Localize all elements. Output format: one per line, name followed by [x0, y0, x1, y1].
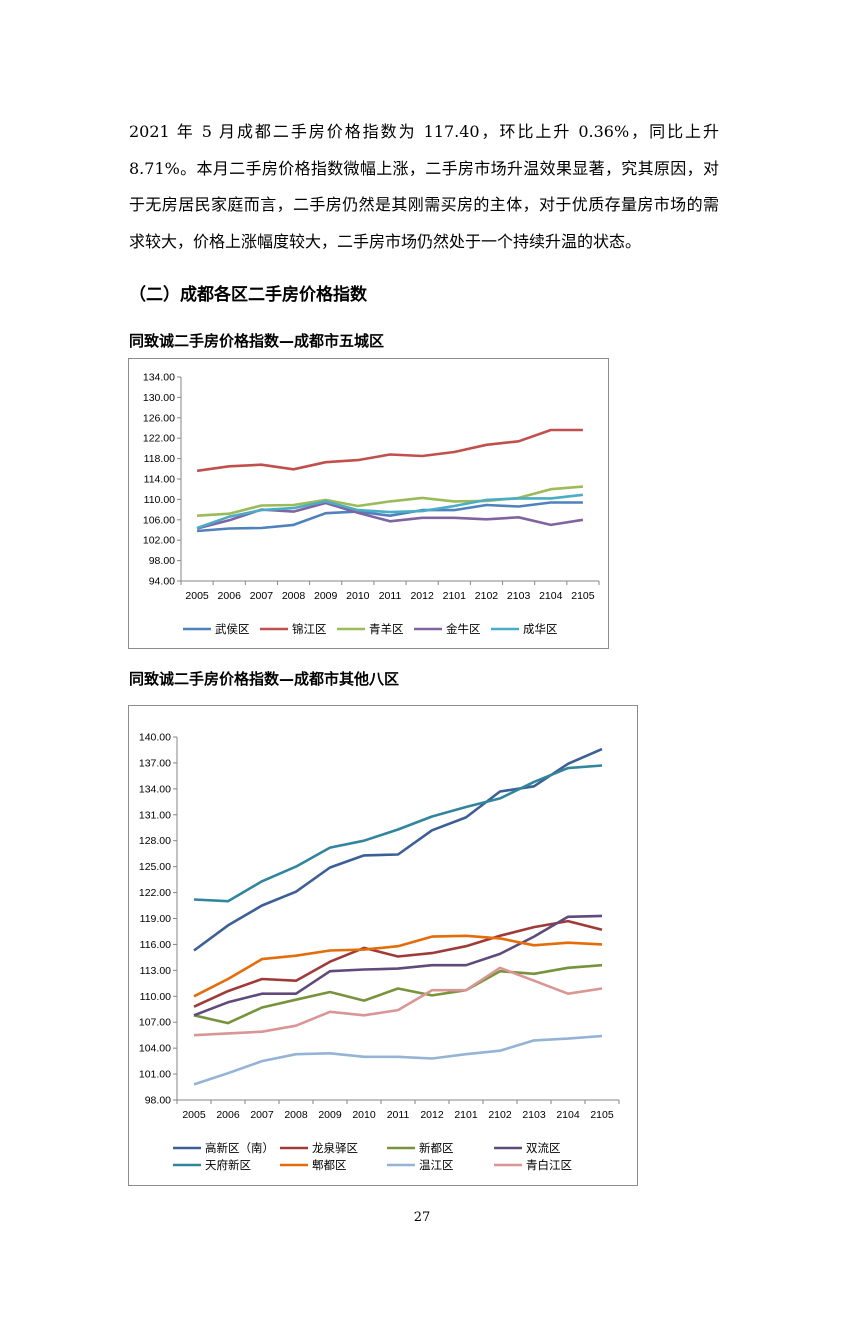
x-tick-label: 2104 — [539, 590, 563, 602]
x-tick-label: 2012 — [410, 590, 434, 602]
chart-title-five-districts: 同致诚二手房价格指数—成都市五城区 — [129, 332, 385, 350]
y-tick-label: 134.00 — [139, 783, 171, 795]
series-line — [193, 966, 603, 1037]
legend-label: 高新区（南） — [205, 1141, 274, 1155]
legend-label: 青羊区 — [369, 622, 404, 636]
series-line — [193, 934, 603, 998]
legend-label: 郫都区 — [312, 1158, 347, 1172]
y-tick-label: 140.00 — [139, 732, 171, 744]
y-tick-label: 137.00 — [139, 757, 171, 769]
x-tick-label: 2011 — [387, 1109, 410, 1121]
y-tick-label: 110.00 — [140, 991, 171, 1003]
x-tick-label: 2011 — [379, 590, 402, 602]
page-number: 27 — [413, 1210, 431, 1225]
x-tick-label: 2005 — [182, 1109, 206, 1121]
x-tick-label: 2103 — [522, 1109, 546, 1121]
x-tick-label: 2010 — [352, 1109, 376, 1121]
y-tick-label: 114.00 — [144, 474, 175, 486]
legend-label: 金牛区 — [446, 622, 481, 636]
x-tick-label: 2007 — [250, 590, 274, 602]
legend-label: 武侯区 — [215, 622, 250, 636]
y-tick-label: 102.00 — [143, 535, 175, 547]
section-heading: （二）成都各区二手房价格指数 — [129, 285, 367, 305]
y-tick-label: 134.00 — [143, 372, 175, 384]
y-tick-label: 126.00 — [143, 412, 175, 424]
series-line — [193, 919, 603, 1008]
y-tick-label: 106.00 — [143, 514, 175, 526]
x-tick-label: 2005 — [185, 590, 209, 602]
x-tick-label: 2009 — [318, 1109, 342, 1121]
legend-label: 锦江区 — [292, 622, 327, 636]
y-tick-label: 107.00 — [139, 1017, 171, 1029]
legend-label: 双流区 — [526, 1141, 561, 1155]
x-tick-label: 2012 — [420, 1109, 444, 1121]
series-line — [193, 747, 603, 952]
x-tick-label: 2101 — [443, 590, 467, 602]
x-tick-label: 2103 — [507, 590, 531, 602]
legend-label: 天府新区 — [205, 1158, 251, 1172]
chart-five-districts: 94.00 98.00 102.00 106.00 110.00 114.00 118.00… — [128, 358, 609, 649]
x-tick-label: 2104 — [556, 1109, 580, 1121]
summary-paragraph: 2021 年 5 月成都二手房价格指数为 117.40，环比上升 0.36%，同… — [129, 122, 719, 251]
y-tick-label: 110.00 — [144, 494, 175, 506]
y-tick-label: 98.00 — [145, 1095, 171, 1107]
series-line — [196, 493, 584, 530]
x-tick-label: 2102 — [475, 590, 499, 602]
y-tick-label: 122.00 — [143, 433, 175, 445]
legend-label: 新都区 — [419, 1141, 454, 1155]
x-tick-label: 2010 — [346, 590, 370, 602]
x-tick-label: 2008 — [284, 1109, 308, 1121]
y-tick-label: 125.00 — [139, 861, 171, 873]
x-tick-label: 2101 — [454, 1109, 478, 1121]
y-tick-label: 119.00 — [140, 913, 171, 925]
x-tick-label: 2009 — [314, 590, 338, 602]
legend-label: 青白江区 — [526, 1158, 572, 1172]
y-tick-label: 118.00 — [144, 453, 175, 465]
chart-five-districts-svg: 94.00 98.00 102.00 106.00 110.00 114.00 118.00… — [143, 372, 600, 636]
legend-label: 成华区 — [523, 622, 558, 636]
y-tick-label: 116.00 — [140, 939, 171, 951]
y-tick-label: 128.00 — [139, 835, 171, 847]
chart-title-other-eight-districts: 同致诚二手房价格指数—成都市其他八区 — [129, 670, 400, 688]
x-tick-label: 2006 — [218, 590, 242, 602]
series-line — [193, 1034, 603, 1086]
x-tick-label: 2105 — [590, 1109, 614, 1121]
series-line — [193, 914, 603, 1017]
series-line — [196, 501, 583, 533]
x-tick-label: 2008 — [282, 590, 306, 602]
x-tick-label: 2105 — [571, 590, 595, 602]
x-tick-label: 2007 — [250, 1109, 274, 1121]
chart-other-eight-districts: 98.00 101.00 104.00 107.00 110.00 113.00 116.0… — [128, 705, 638, 1186]
legend-label: 温江区 — [419, 1158, 454, 1172]
series-line — [193, 963, 603, 1025]
x-tick-label: 2006 — [216, 1109, 240, 1121]
chart-other-eight-districts-svg: 98.00 101.00 104.00 107.00 110.00 113.00 116.0… — [139, 732, 620, 1172]
series-line — [196, 428, 583, 473]
legend-label: 龙泉驿区 — [312, 1141, 358, 1155]
y-tick-label: 130.00 — [143, 392, 175, 404]
x-tick-label: 2102 — [488, 1109, 512, 1121]
y-tick-label: 131.00 — [139, 809, 171, 821]
y-tick-label: 122.00 — [139, 887, 171, 899]
y-tick-label: 94.00 — [149, 576, 175, 588]
y-tick-label: 101.00 — [139, 1069, 171, 1081]
y-tick-label: 98.00 — [149, 555, 175, 567]
y-tick-label: 104.00 — [139, 1043, 171, 1055]
y-tick-label: 113.00 — [140, 965, 171, 977]
series-line — [193, 764, 603, 903]
